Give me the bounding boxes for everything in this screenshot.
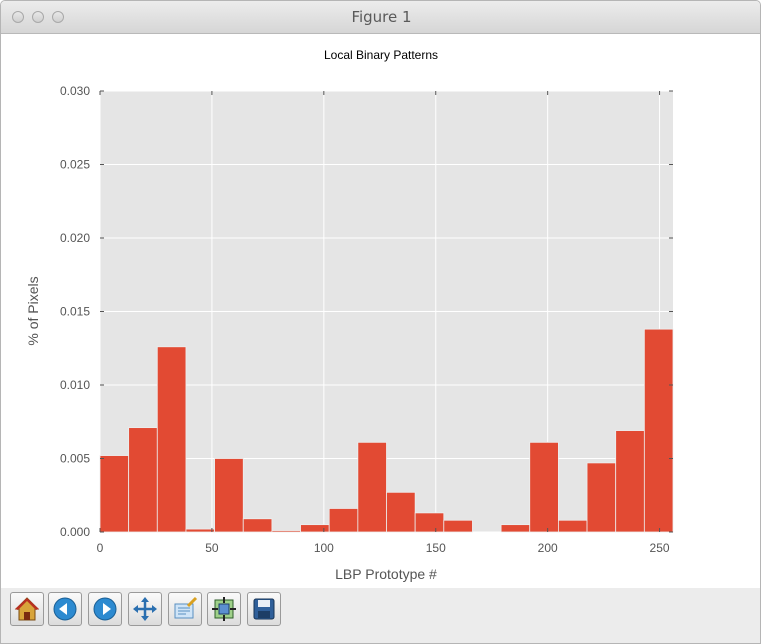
y-tick-label: 0.010 (60, 378, 90, 392)
histogram-bar (500, 524, 531, 533)
subplots-icon (212, 597, 236, 621)
x-tick-label: 200 (538, 541, 558, 555)
y-tick-label: 0.005 (60, 452, 90, 466)
x-axis-label: LBP Prototype # (335, 566, 437, 582)
ticks-group: 0 50 100 150 200 250 0.000 0.005 0.010 0.015 0.020… (60, 84, 673, 555)
histogram-bar (586, 462, 617, 533)
zoom-button[interactable] (168, 592, 202, 626)
home-button[interactable] (10, 592, 44, 626)
minimize-window-button[interactable] (32, 11, 44, 23)
x-tick-label: 50 (205, 541, 219, 555)
histogram-bar (558, 519, 588, 533)
forward-icon (93, 597, 117, 621)
back-button[interactable] (48, 592, 82, 626)
back-icon (53, 597, 77, 621)
figure-canvas: Local Binary Patterns 0 50 100 150 200 250 0.0… (1, 34, 760, 588)
pan-icon (133, 597, 157, 621)
y-axis-label: % of Pixels (25, 276, 41, 345)
save-icon (253, 598, 275, 620)
y-tick-label: 0.020 (60, 231, 90, 245)
forward-button[interactable] (88, 592, 122, 626)
chart-title: Local Binary Patterns (324, 48, 438, 62)
histogram-bar (242, 518, 273, 533)
close-window-button[interactable] (12, 11, 24, 23)
histogram-bar (414, 512, 445, 533)
pan-button[interactable] (128, 592, 162, 626)
histogram-bar (271, 530, 301, 533)
histogram-bar (128, 427, 158, 533)
x-tick-label: 250 (650, 541, 670, 555)
histogram-bar (357, 441, 387, 533)
x-tick-label: 100 (314, 541, 334, 555)
navigation-toolbar (1, 588, 760, 643)
zoom-icon (174, 596, 198, 619)
window-title: Figure 1 (351, 8, 412, 26)
histogram-bar (615, 430, 645, 533)
zoom-window-button[interactable] (52, 11, 64, 23)
x-tick-label: 0 (97, 541, 104, 555)
y-tick-label: 0.015 (60, 305, 90, 319)
histogram-bar (99, 455, 130, 533)
histogram-bar (214, 458, 244, 533)
histogram-bar (386, 491, 416, 533)
save-button[interactable] (247, 592, 281, 626)
title-bar[interactable]: Figure 1 (1, 1, 760, 34)
bars-group (99, 328, 674, 533)
y-tick-label: 0.025 (60, 158, 90, 172)
x-tick-label: 150 (426, 541, 446, 555)
y-tick-label: 0.030 (60, 84, 90, 98)
histogram-bar (185, 528, 215, 533)
histogram-bar (156, 346, 187, 533)
histogram-bar (443, 519, 473, 533)
y-tick-label: 0.000 (60, 525, 90, 539)
histogram-chart: Local Binary Patterns 0 50 100 150 200 250 0.0… (25, 48, 674, 582)
histogram-bar (300, 524, 330, 533)
histogram-bar (328, 508, 359, 533)
histogram-bar (643, 328, 674, 533)
configure-subplots-button[interactable] (207, 592, 241, 626)
home-icon (14, 597, 40, 621)
histogram-bar (529, 441, 559, 533)
